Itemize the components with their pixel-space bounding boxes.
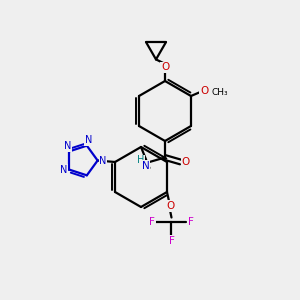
Text: O: O	[200, 85, 208, 96]
Text: CH₃: CH₃	[212, 88, 228, 97]
Text: N: N	[85, 135, 92, 145]
Text: N: N	[64, 141, 72, 151]
Text: F: F	[149, 217, 155, 227]
Text: N: N	[142, 160, 150, 171]
Text: O: O	[182, 157, 190, 167]
Text: N: N	[60, 165, 68, 175]
Text: N: N	[99, 155, 107, 166]
Text: O: O	[167, 201, 175, 211]
Text: F: F	[188, 217, 194, 227]
Text: O: O	[161, 62, 169, 73]
Text: F: F	[169, 236, 174, 246]
Text: H: H	[137, 155, 145, 165]
